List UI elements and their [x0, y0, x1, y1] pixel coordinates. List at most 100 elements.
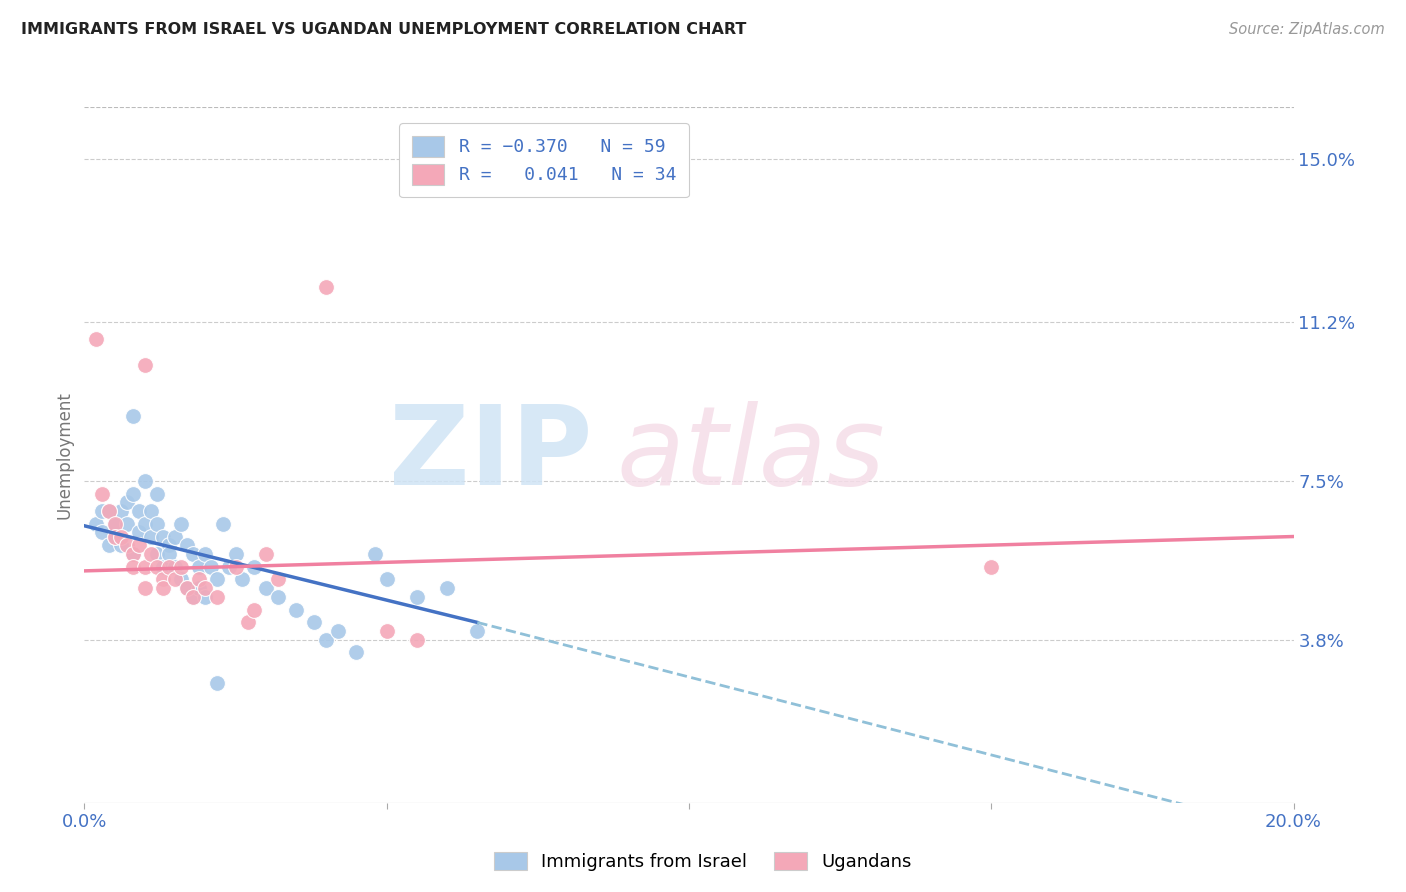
- Point: [170, 516, 193, 531]
- Point: [134, 559, 156, 574]
- Point: [176, 581, 198, 595]
- Point: [97, 538, 120, 552]
- Point: [436, 581, 458, 595]
- Point: [242, 602, 264, 616]
- Point: [181, 547, 204, 561]
- Point: [115, 495, 138, 509]
- Point: [406, 590, 429, 604]
- Point: [134, 474, 156, 488]
- Point: [207, 590, 229, 604]
- Point: [267, 590, 290, 604]
- Legend: R = −0.370   N = 59, R =   0.041   N = 34: R = −0.370 N = 59, R = 0.041 N = 34: [399, 123, 689, 197]
- Point: [980, 559, 1002, 574]
- Point: [110, 504, 132, 518]
- Point: [91, 504, 114, 518]
- Point: [97, 504, 120, 518]
- Point: [181, 590, 204, 604]
- Point: [115, 538, 138, 552]
- Point: [406, 632, 429, 647]
- Point: [236, 615, 259, 630]
- Point: [146, 486, 169, 500]
- Text: atlas: atlas: [616, 401, 884, 508]
- Point: [165, 559, 187, 574]
- Point: [121, 547, 143, 561]
- Point: [176, 538, 198, 552]
- Point: [104, 529, 127, 543]
- Point: [363, 547, 385, 561]
- Point: [157, 559, 180, 574]
- Point: [91, 486, 114, 500]
- Point: [212, 516, 235, 531]
- Point: [346, 645, 368, 659]
- Point: [176, 581, 198, 595]
- Point: [225, 559, 247, 574]
- Point: [157, 538, 180, 552]
- Point: [128, 504, 150, 518]
- Point: [97, 504, 120, 518]
- Point: [128, 525, 150, 540]
- Point: [315, 632, 337, 647]
- Point: [328, 624, 350, 638]
- Point: [254, 547, 277, 561]
- Point: [91, 525, 114, 540]
- Point: [188, 559, 211, 574]
- Point: [146, 516, 169, 531]
- Text: Source: ZipAtlas.com: Source: ZipAtlas.com: [1229, 22, 1385, 37]
- Point: [121, 409, 143, 424]
- Point: [231, 573, 253, 587]
- Point: [188, 581, 211, 595]
- Point: [170, 559, 193, 574]
- Point: [225, 547, 247, 561]
- Point: [139, 529, 162, 543]
- Point: [104, 516, 127, 531]
- Point: [302, 615, 325, 630]
- Point: [110, 529, 132, 543]
- Point: [139, 547, 162, 561]
- Y-axis label: Unemployment: Unemployment: [55, 391, 73, 519]
- Point: [467, 624, 489, 638]
- Point: [170, 573, 193, 587]
- Point: [115, 516, 138, 531]
- Point: [104, 516, 127, 531]
- Point: [139, 504, 162, 518]
- Point: [194, 547, 217, 561]
- Text: ZIP: ZIP: [389, 401, 592, 508]
- Point: [121, 547, 143, 561]
- Point: [165, 573, 187, 587]
- Point: [315, 280, 337, 294]
- Point: [375, 624, 398, 638]
- Point: [242, 559, 264, 574]
- Point: [194, 590, 217, 604]
- Point: [146, 559, 169, 574]
- Point: [218, 559, 240, 574]
- Point: [128, 538, 150, 552]
- Point: [121, 559, 143, 574]
- Point: [181, 590, 204, 604]
- Point: [152, 529, 174, 543]
- Point: [121, 486, 143, 500]
- Point: [134, 581, 156, 595]
- Point: [207, 573, 229, 587]
- Point: [110, 538, 132, 552]
- Point: [152, 559, 174, 574]
- Point: [188, 573, 211, 587]
- Point: [254, 581, 277, 595]
- Point: [207, 675, 229, 690]
- Point: [194, 581, 217, 595]
- Point: [104, 529, 127, 543]
- Point: [86, 516, 108, 531]
- Point: [285, 602, 308, 616]
- Point: [200, 559, 222, 574]
- Point: [152, 581, 174, 595]
- Legend: Immigrants from Israel, Ugandans: Immigrants from Israel, Ugandans: [486, 845, 920, 879]
- Point: [267, 573, 290, 587]
- Point: [375, 573, 398, 587]
- Point: [146, 547, 169, 561]
- Point: [134, 358, 156, 372]
- Point: [86, 332, 108, 346]
- Point: [157, 547, 180, 561]
- Point: [165, 529, 187, 543]
- Point: [134, 516, 156, 531]
- Text: IMMIGRANTS FROM ISRAEL VS UGANDAN UNEMPLOYMENT CORRELATION CHART: IMMIGRANTS FROM ISRAEL VS UGANDAN UNEMPL…: [21, 22, 747, 37]
- Point: [152, 573, 174, 587]
